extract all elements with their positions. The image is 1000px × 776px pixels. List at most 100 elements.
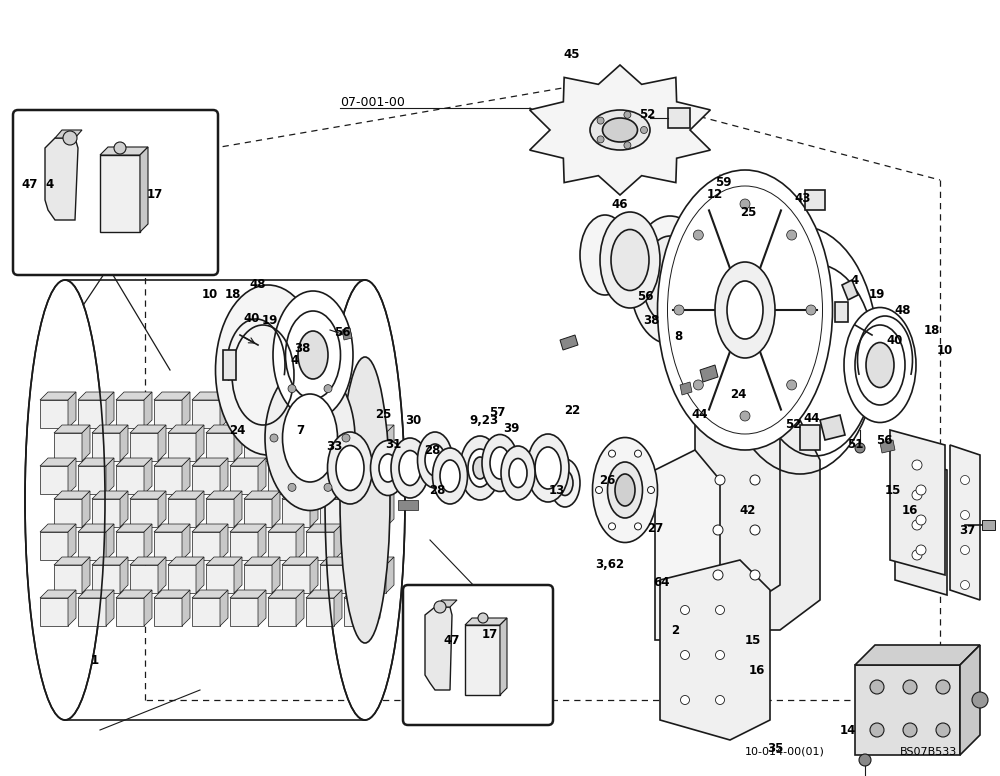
Ellipse shape	[527, 434, 569, 502]
Polygon shape	[100, 155, 140, 232]
Polygon shape	[358, 565, 386, 593]
Ellipse shape	[715, 262, 775, 358]
Text: 47: 47	[22, 178, 38, 192]
Polygon shape	[465, 618, 507, 625]
Polygon shape	[78, 466, 106, 494]
Text: 9,23: 9,23	[469, 414, 499, 427]
Ellipse shape	[509, 459, 527, 487]
Polygon shape	[560, 335, 578, 350]
Text: 19: 19	[869, 289, 885, 302]
Polygon shape	[348, 491, 356, 527]
Text: 28: 28	[429, 483, 445, 497]
Text: 39: 39	[503, 421, 519, 435]
Polygon shape	[268, 466, 296, 494]
Polygon shape	[310, 425, 318, 461]
Polygon shape	[244, 565, 272, 593]
Circle shape	[972, 692, 988, 708]
Polygon shape	[168, 499, 196, 527]
Polygon shape	[130, 433, 158, 461]
Polygon shape	[425, 607, 452, 690]
Ellipse shape	[283, 394, 338, 482]
Circle shape	[288, 483, 296, 491]
Circle shape	[680, 605, 690, 615]
Polygon shape	[116, 590, 152, 598]
FancyBboxPatch shape	[403, 585, 553, 725]
Polygon shape	[116, 458, 152, 466]
Polygon shape	[154, 458, 190, 466]
Polygon shape	[116, 524, 152, 532]
Text: 7: 7	[296, 424, 304, 436]
Polygon shape	[358, 425, 394, 433]
Circle shape	[960, 511, 970, 519]
Circle shape	[750, 525, 760, 535]
Polygon shape	[258, 392, 266, 428]
Circle shape	[680, 695, 690, 705]
Ellipse shape	[642, 236, 698, 324]
Polygon shape	[855, 665, 960, 755]
Circle shape	[640, 126, 648, 133]
Polygon shape	[116, 392, 152, 400]
Polygon shape	[372, 392, 380, 428]
Polygon shape	[398, 500, 418, 510]
Polygon shape	[258, 458, 266, 494]
Polygon shape	[835, 302, 848, 322]
Text: 59: 59	[715, 176, 731, 189]
Polygon shape	[230, 400, 258, 428]
Polygon shape	[296, 458, 304, 494]
Ellipse shape	[265, 365, 355, 511]
Polygon shape	[92, 557, 128, 565]
Text: 12: 12	[707, 189, 723, 202]
Polygon shape	[130, 565, 158, 593]
Text: 37: 37	[959, 524, 975, 536]
Circle shape	[716, 605, 724, 615]
Text: 25: 25	[375, 408, 391, 421]
Polygon shape	[282, 499, 310, 527]
Polygon shape	[40, 400, 68, 428]
Polygon shape	[168, 557, 204, 565]
Polygon shape	[282, 491, 318, 499]
Text: 38: 38	[643, 314, 659, 327]
Polygon shape	[120, 557, 128, 593]
Text: 4: 4	[291, 354, 299, 366]
Circle shape	[635, 450, 642, 457]
Ellipse shape	[286, 311, 340, 399]
Polygon shape	[306, 598, 334, 626]
Circle shape	[903, 680, 917, 694]
Ellipse shape	[557, 470, 573, 496]
Ellipse shape	[468, 449, 492, 487]
Ellipse shape	[855, 325, 905, 405]
Text: 2: 2	[671, 623, 679, 636]
Polygon shape	[158, 491, 166, 527]
Circle shape	[903, 723, 917, 737]
Polygon shape	[435, 600, 457, 607]
Polygon shape	[206, 499, 234, 527]
Polygon shape	[268, 532, 296, 560]
Polygon shape	[40, 532, 68, 560]
Circle shape	[434, 601, 446, 613]
Polygon shape	[116, 532, 144, 560]
Text: 8: 8	[674, 331, 682, 344]
Polygon shape	[358, 499, 386, 527]
Polygon shape	[223, 350, 236, 380]
Circle shape	[750, 475, 760, 485]
Ellipse shape	[844, 307, 916, 422]
Polygon shape	[282, 433, 310, 461]
Polygon shape	[244, 499, 272, 527]
Polygon shape	[344, 524, 380, 532]
Polygon shape	[140, 147, 148, 232]
Circle shape	[740, 411, 750, 421]
Polygon shape	[78, 458, 114, 466]
Polygon shape	[230, 458, 266, 466]
Text: 19: 19	[262, 314, 278, 327]
Polygon shape	[805, 190, 825, 210]
Ellipse shape	[432, 448, 468, 504]
Ellipse shape	[216, 285, 320, 455]
Circle shape	[114, 142, 126, 154]
Polygon shape	[54, 491, 90, 499]
Polygon shape	[82, 425, 90, 461]
Polygon shape	[78, 598, 106, 626]
Polygon shape	[182, 590, 190, 626]
Polygon shape	[660, 560, 770, 740]
Polygon shape	[206, 433, 234, 461]
Polygon shape	[500, 618, 507, 695]
